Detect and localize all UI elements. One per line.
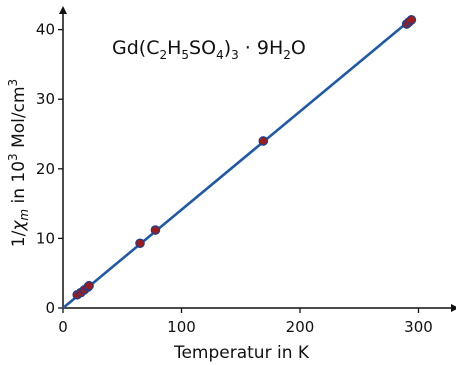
y-tick-label: 40	[36, 21, 55, 39]
data-point	[151, 226, 159, 234]
formula-annotation: Gd(C2H5SO4)3 · 9H2O	[112, 37, 306, 62]
data-point	[259, 137, 267, 145]
x-tick-label: 100	[167, 318, 196, 336]
x-tick-label: 200	[286, 318, 315, 336]
data-point	[136, 239, 144, 247]
data-point	[85, 282, 93, 290]
x-tick-label: 300	[404, 318, 433, 336]
ticks: 0 100 200 300 0 10 20 30 40	[36, 21, 433, 336]
x-axis-label: Temperatur in K	[173, 343, 310, 363]
x-tick-label: 0	[58, 318, 68, 336]
data-point	[407, 16, 415, 24]
y-tick-label: 10	[36, 229, 55, 247]
y-tick-label: 0	[45, 299, 55, 317]
y-tick-label: 30	[36, 90, 55, 108]
y-tick-label: 20	[36, 160, 55, 178]
y-axis-label: 1/χm in 103 Mol/cm3	[6, 79, 31, 247]
